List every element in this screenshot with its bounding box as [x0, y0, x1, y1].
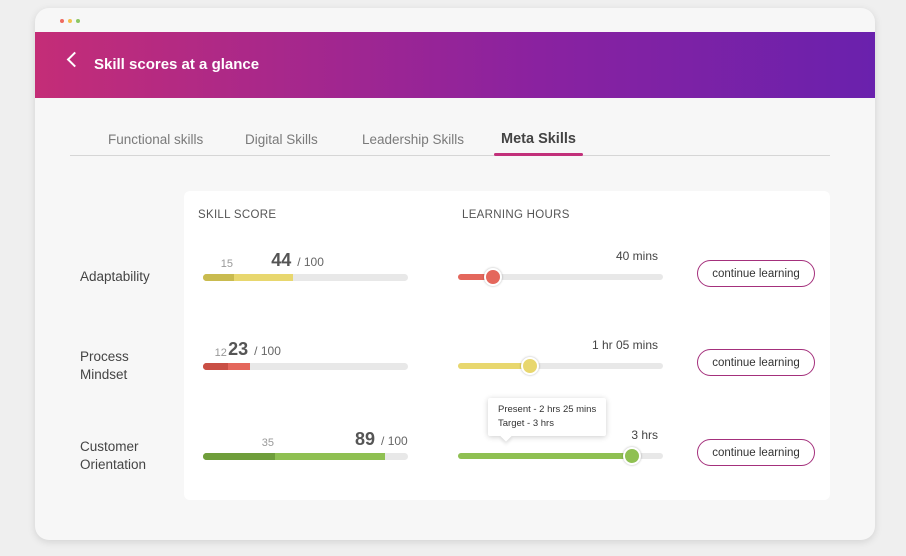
window-dot [68, 19, 72, 23]
score-group: 44 / 100 [271, 250, 324, 271]
tab[interactable]: Digital Skills [245, 132, 318, 147]
continue-learning-button[interactable]: continue learning [697, 260, 815, 287]
app-window: Skill scores at a glance SKILL SCORE LEA… [35, 8, 875, 540]
column-header: SKILL SCORE [198, 209, 277, 221]
skill-label: Process Mindset [80, 349, 129, 382]
score: 89 [355, 429, 376, 449]
score-total: / 100 [381, 434, 408, 448]
learning-time: 3 hrs [631, 428, 658, 442]
window-dot [60, 19, 64, 23]
tab-divider [70, 155, 830, 156]
tooltip-line: Target - 3 hrs [498, 418, 554, 429]
previous-score-bar [203, 274, 234, 281]
learning-time: 40 mins [615, 249, 658, 263]
progress-knob [520, 357, 539, 375]
score: 23 [228, 339, 249, 359]
score: 44 [271, 250, 292, 270]
score-track [203, 274, 408, 281]
tooltip: Present - 2 hrs 25 mins Target - 3 hrs [488, 398, 607, 436]
skill-label: Customer Orientation [80, 439, 147, 472]
previous-score: 35 [261, 437, 274, 449]
window-dot [76, 19, 80, 23]
score-total: / 100 [254, 344, 281, 358]
tab[interactable]: Functional skills [108, 132, 204, 147]
learning-track [458, 357, 663, 375]
header: Skill scores at a glance [35, 32, 875, 98]
tab[interactable]: Leadership Skills [362, 132, 465, 147]
back-button[interactable] [66, 51, 83, 68]
tooltip-line: Present - 2 hrs 25 mins [498, 404, 597, 415]
score-track [203, 363, 408, 370]
continue-learning-button[interactable]: continue learning [697, 439, 815, 466]
learning-bar [458, 363, 530, 369]
learning-track [458, 268, 663, 286]
learning-time: 1 hr 05 mins [591, 338, 658, 352]
tab[interactable]: Meta Skills [501, 131, 576, 147]
header-title: Skill scores at a glance [94, 56, 260, 73]
previous-score-bar [203, 453, 275, 460]
active-tab-underline [494, 153, 583, 156]
progress-knob [483, 268, 502, 286]
skills-panel: SKILL SCORE LEARNING HOURS Adaptability 1… [80, 191, 830, 500]
previous-score: 15 [220, 258, 233, 270]
skill-label: Adaptability [80, 269, 150, 284]
progress-knob [623, 447, 642, 465]
column-header: LEARNING HOURS [462, 209, 570, 221]
previous-score: 12 [214, 347, 227, 359]
score-track [203, 453, 408, 460]
score-group: 89 / 100 [355, 429, 408, 450]
learning-bar [458, 274, 493, 280]
previous-score-bar [203, 363, 228, 370]
score-group: 23 / 100 [228, 339, 281, 360]
learning-bar [458, 453, 633, 459]
score-bar [203, 453, 386, 460]
score-total: / 100 [297, 255, 324, 269]
continue-learning-button[interactable]: continue learning [697, 349, 815, 376]
learning-track [458, 447, 663, 465]
score-bar [203, 274, 294, 281]
